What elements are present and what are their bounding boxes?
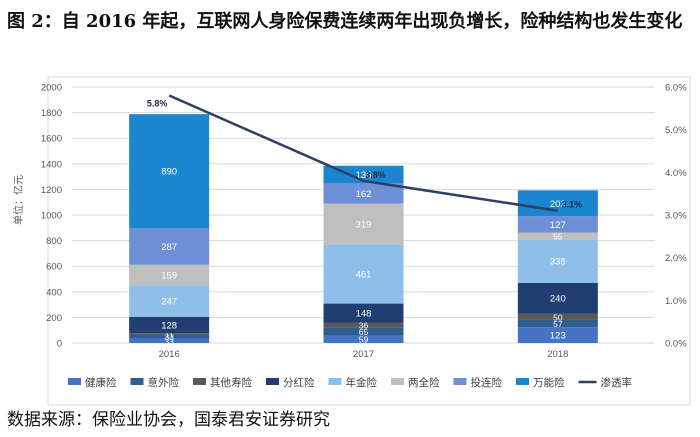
bar-segment (323, 322, 404, 328)
y-tick-label: 1600 (41, 134, 62, 145)
y-tick-label: 1000 (41, 211, 62, 222)
y-tick-label: 800 (46, 236, 62, 247)
data-label: 55 (553, 232, 563, 242)
data-label: 162 (356, 189, 372, 200)
bar-segment (323, 335, 404, 343)
legend-label: 投连险 (471, 376, 503, 389)
bar-segment (517, 216, 598, 233)
y-tick-label: 1400 (41, 159, 62, 170)
legend-swatch (391, 378, 404, 385)
data-label: 461 (356, 270, 372, 281)
legend-swatch (453, 378, 467, 385)
x-tick-label: 2017 (353, 349, 374, 360)
data-label: 148 (356, 309, 372, 320)
legend-label: 健康险 (85, 376, 117, 389)
y2-tick-label: 3.0% (665, 211, 687, 222)
bar-segment (323, 203, 404, 245)
bar-segment (129, 228, 210, 265)
data-label: 36 (359, 320, 369, 330)
bar-segment (129, 285, 210, 317)
legend-swatch (266, 378, 279, 385)
x-tick-label: 2016 (159, 349, 180, 360)
legend-label: 渗透率 (601, 376, 633, 389)
legend-label: 意外险 (148, 376, 180, 389)
bar-segment (517, 239, 598, 283)
bar-segment (129, 334, 210, 339)
y-tick-label: 200 (46, 313, 62, 324)
bar-segment (129, 316, 210, 334)
data-label: 59 (359, 335, 369, 345)
legend: 健康险 意外险 其他寿险 分红险 年金险 两全险 投连险 万能险 渗透率 (68, 376, 632, 389)
legend-swatch (68, 378, 81, 385)
legend-swatch (130, 378, 144, 385)
chart-frame (47, 76, 691, 406)
bar-segment (323, 183, 404, 204)
legend-label: 其他寿险 (210, 376, 252, 389)
data-label: 338 (550, 257, 566, 268)
bar-segment (517, 190, 598, 217)
bar-segment (129, 338, 210, 343)
x-tick-label: 2018 (547, 349, 568, 360)
y-tick-label: 0 (57, 339, 62, 350)
data-label: 890 (161, 167, 177, 178)
penetration-line: 5.8% 3.8% 3.1% (147, 94, 583, 212)
data-label: 203 (550, 199, 566, 210)
y2-tick-label: 5.0% (665, 125, 687, 136)
bar-segment (129, 264, 210, 286)
legend-label: 年金险 (346, 376, 378, 389)
data-label: 11 (165, 329, 174, 339)
bar-segment (323, 303, 404, 323)
figure-source: 数据来源：保险业协会，国泰君安证券研究 (7, 410, 330, 430)
figure-title: 图 2：自 2016 年起，互联网人身险保费连续两年出现负增长，险种结构也发生变… (7, 11, 683, 32)
legend-swatch (328, 378, 342, 385)
data-label: 57 (553, 319, 563, 329)
y2-tick-label: 6.0% (665, 83, 687, 94)
y2-tick-label: 2.0% (665, 253, 687, 264)
bar-segment (517, 319, 598, 328)
y-tick-label: 1800 (41, 108, 62, 119)
line-label: 3.8% (365, 170, 386, 180)
data-label: 240 (550, 294, 566, 305)
bar-segment (517, 313, 598, 320)
data-label: 128 (161, 320, 177, 331)
data-label: 159 (161, 270, 177, 281)
data-label: 33 (164, 336, 174, 346)
legend-label: 分红险 (283, 376, 315, 389)
bar-segment (517, 232, 598, 240)
bar-segment (129, 114, 210, 229)
data-label: 50 (553, 312, 563, 322)
y-tick-label: 400 (46, 287, 62, 298)
data-label: 123 (550, 331, 566, 342)
bar-segment (129, 333, 210, 335)
data-label: 319 (356, 220, 372, 231)
axes: 0 200 400 600 800 1000 1200 1400 1600 1800 2000 0.0… (12, 83, 687, 361)
data-label: 33 (164, 332, 174, 342)
legend-label: 两全险 (408, 376, 440, 389)
bar-segment (323, 165, 404, 183)
bar-segment (517, 327, 598, 343)
line-label: 5.8% (147, 99, 168, 109)
line-series (168, 94, 559, 212)
y2-tick-label: 1.0% (665, 296, 687, 307)
data-label: 287 (161, 242, 177, 253)
bar-segment (323, 244, 404, 304)
y2-tick-label: 4.0% (665, 168, 687, 179)
y-tick-label: 600 (46, 262, 62, 273)
y-axis-title: 单位：亿元 (12, 175, 25, 225)
line-label: 3.1% (562, 200, 583, 210)
data-label: 65 (359, 327, 369, 337)
bar-segment (517, 282, 598, 314)
legend-label: 万能险 (533, 376, 565, 389)
data-label: 247 (161, 296, 177, 307)
bar-segment (323, 327, 404, 336)
y-tick-label: 1200 (41, 185, 62, 196)
data-label: 127 (550, 220, 566, 231)
legend-swatch (193, 378, 206, 385)
y2-tick-label: 0.0% (665, 339, 687, 350)
legend-swatch (516, 378, 529, 385)
y-tick-label: 2000 (41, 83, 62, 94)
data-label: 135 (356, 170, 372, 181)
